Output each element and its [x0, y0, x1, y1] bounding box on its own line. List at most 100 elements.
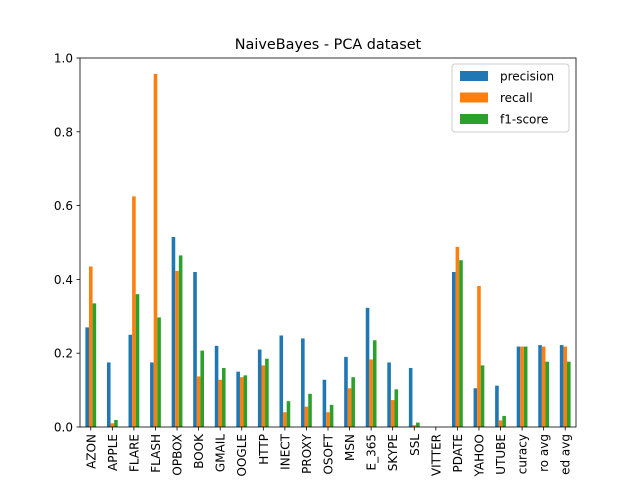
bar-f1-score-15	[416, 422, 420, 427]
bar-recall-13	[369, 359, 373, 427]
y-tick-label-0: 0.0	[54, 421, 73, 435]
bar-f1-score-5	[200, 350, 204, 427]
bar-f1-score-10	[308, 393, 312, 427]
x-tick-label-1: APPLE	[106, 434, 120, 471]
plot-area: 0.0 0.2 0.4 0.6 0.8 1.0 AZON APPLE FLARE FLASH OPB…	[54, 52, 577, 478]
bar-precision-17	[452, 272, 456, 427]
y-tick-label-2: 0.4	[54, 273, 73, 287]
bar-f1-score-4	[178, 255, 183, 427]
x-tick-label-22: ed avg	[559, 434, 573, 475]
bar-recall-20	[520, 346, 524, 427]
legend-swatch-recall	[460, 92, 488, 103]
bar-f1-score-0	[92, 303, 97, 427]
bar-precision-12	[344, 356, 348, 427]
bar-recall-5	[196, 376, 201, 427]
bar-recall-3	[153, 73, 158, 428]
x-tick-label-13: E_365	[365, 434, 379, 471]
y-tick-label-4: 0.8	[54, 125, 73, 139]
x-tick-label-17: PDATE	[451, 434, 465, 472]
bar-f1-score-22	[567, 361, 571, 427]
bar-precision-22	[559, 345, 564, 427]
bar-f1-score-13	[372, 340, 377, 427]
bar-recall-10	[304, 406, 309, 427]
bar-f1-score-19	[502, 415, 506, 427]
bar-precision-4	[171, 236, 176, 427]
bar-precision-19	[495, 385, 499, 427]
x-tick-label-8: HTTP	[257, 434, 271, 465]
x-tick-label-11: OSOFT	[322, 433, 336, 474]
bar-precision-7	[236, 371, 240, 427]
bar-f1-score-12	[351, 377, 355, 427]
bar-recall-6	[218, 379, 222, 427]
bar-precision-0	[85, 327, 89, 427]
bar-recall-14	[390, 400, 395, 427]
bar-recall-7	[239, 377, 244, 427]
bar-recall-22	[563, 346, 568, 427]
bar-recall-9	[283, 412, 287, 427]
bar-f1-score-14	[394, 389, 399, 427]
bar-precision-2	[128, 334, 133, 427]
bar-recall-4	[175, 270, 179, 427]
x-tick-label-6: GMAIL	[214, 434, 228, 472]
bar-f1-score-20	[523, 346, 528, 427]
legend: precision recall f1-score	[451, 63, 570, 133]
x-tick-label-7: OOGLE	[235, 434, 249, 476]
bar-precision-15	[408, 367, 413, 427]
x-tick-label-2: FLARE	[127, 434, 141, 472]
x-tick-label-20: curacy	[516, 434, 530, 474]
x-tick-label-15: SSL	[408, 434, 422, 456]
x-tick-label-12: MSN	[343, 434, 357, 461]
x-tick-label-16: VITTER	[429, 434, 443, 476]
x-tick-label-21: ro avg	[537, 434, 551, 472]
x-tick-label-19: UTUBE	[494, 434, 508, 475]
bar-f1-score-2	[135, 294, 140, 427]
bar-precision-5	[193, 272, 197, 427]
bar-precision-6	[214, 345, 219, 427]
bar-precision-14	[387, 362, 391, 427]
bar-recall-8	[261, 365, 266, 427]
bar-recall-15	[412, 425, 417, 427]
bar-precision-1	[106, 362, 111, 427]
legend-swatch-f1-score	[460, 114, 488, 124]
chart-title: NaiveBayes - PCA dataset	[235, 37, 422, 53]
bar-f1-score-18	[480, 365, 485, 427]
bar-precision-18	[473, 388, 478, 427]
legend-label-recall: recall	[500, 91, 533, 105]
x-tick-label-14: SKYPE	[386, 434, 400, 471]
bar-recall-2	[132, 196, 136, 428]
bar-recall-1	[110, 423, 115, 427]
x-tick-label-10: PROXY	[300, 433, 314, 473]
bar-f1-score-8	[265, 358, 269, 427]
bar-f1-score-21	[545, 361, 550, 427]
bar-recall-18	[477, 286, 481, 427]
bar-recall-11	[326, 412, 330, 427]
bar-precision-13	[365, 307, 370, 427]
bar-recall-12	[347, 388, 352, 427]
bar-precision-11	[322, 379, 327, 427]
bar-precision-21	[538, 345, 542, 427]
x-tick-label-0: AZON	[84, 434, 98, 469]
bar-f1-score-9	[286, 401, 291, 427]
x-tick-label-3: FLASH	[149, 434, 163, 473]
legend-label-precision: precision	[500, 70, 554, 84]
bar-precision-20	[516, 346, 521, 427]
x-tick-label-4: OPBOX	[171, 434, 185, 476]
x-tick-label-5: BOOK	[192, 433, 206, 469]
legend-swatch-precision	[460, 71, 488, 81]
bar-precision-10	[301, 338, 305, 427]
y-tick-label-1: 0.2	[54, 347, 73, 361]
bar-f1-score-1	[114, 419, 118, 427]
bar-recall-0	[88, 266, 93, 427]
legend-label-f1-score: f1-score	[500, 113, 548, 127]
bar-recall-17	[455, 246, 460, 427]
x-tick-label-18: YAHOO	[472, 434, 486, 478]
bar-precision-8	[257, 349, 262, 427]
bar-f1-score-17	[459, 260, 463, 427]
bar-f1-score-7	[243, 375, 248, 427]
bar-recall-21	[541, 346, 546, 427]
x-tick-label-9: INECT	[278, 433, 292, 469]
bar-f1-score-11	[329, 404, 334, 427]
bar-precision-3	[150, 362, 154, 427]
